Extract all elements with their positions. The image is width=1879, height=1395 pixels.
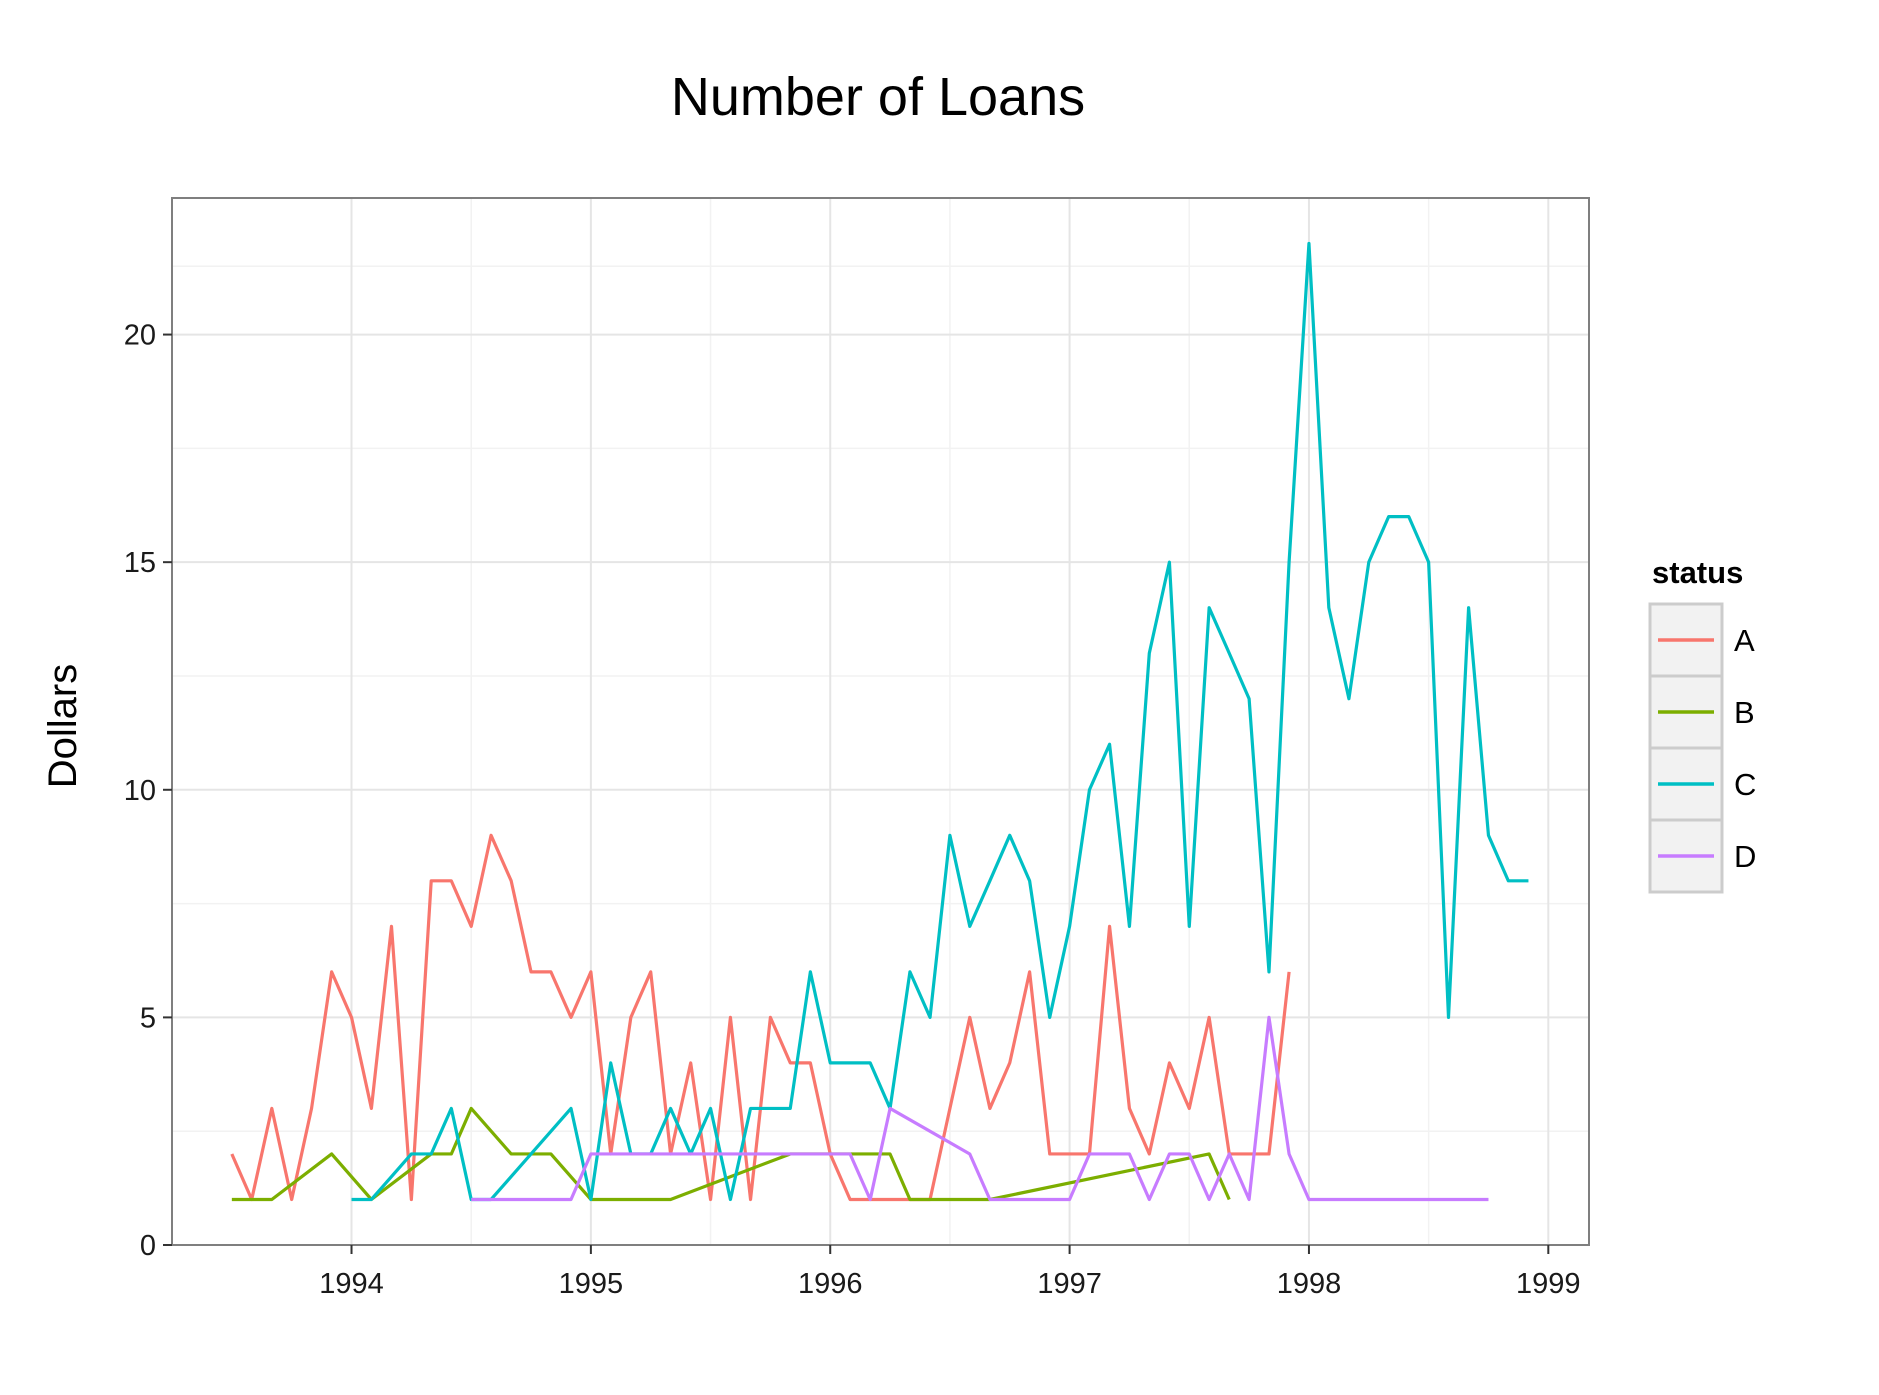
- x-tick-label: 1994: [319, 1268, 384, 1300]
- x-tick-label: 1996: [798, 1268, 863, 1300]
- legend: status A B C D: [1648, 555, 1756, 894]
- series-line-c: [351, 241, 1529, 1202]
- y-tick-label: 0: [140, 1230, 156, 1262]
- legend-label-c: C: [1734, 767, 1756, 802]
- plot-area: 1994 1995 1996 1997 1998 1999 0 5 10 15 20: [124, 197, 1590, 1300]
- y-tick-label: 20: [124, 320, 156, 352]
- panel-border: [171, 197, 1590, 1246]
- chart-title: Number of Loans: [671, 67, 1085, 127]
- x-tick-label: 1998: [1277, 1268, 1342, 1300]
- legend-label-d: D: [1734, 839, 1756, 874]
- y-tick-label: 15: [124, 547, 156, 579]
- series-line-b: [231, 1106, 1231, 1202]
- series-line-d: [471, 1015, 1489, 1202]
- legend-label-b: B: [1734, 695, 1755, 730]
- legend-title: status: [1652, 555, 1743, 590]
- panel-background: [172, 198, 1589, 1245]
- x-tick-label: 1995: [559, 1268, 624, 1300]
- x-tick-label: 1997: [1037, 1268, 1102, 1300]
- y-axis-title: Dollars: [41, 664, 85, 788]
- y-tick-label: 10: [124, 775, 156, 807]
- x-tick-label: 1999: [1516, 1268, 1581, 1300]
- y-tick-label: 5: [140, 1002, 156, 1034]
- legend-label-a: A: [1734, 623, 1755, 658]
